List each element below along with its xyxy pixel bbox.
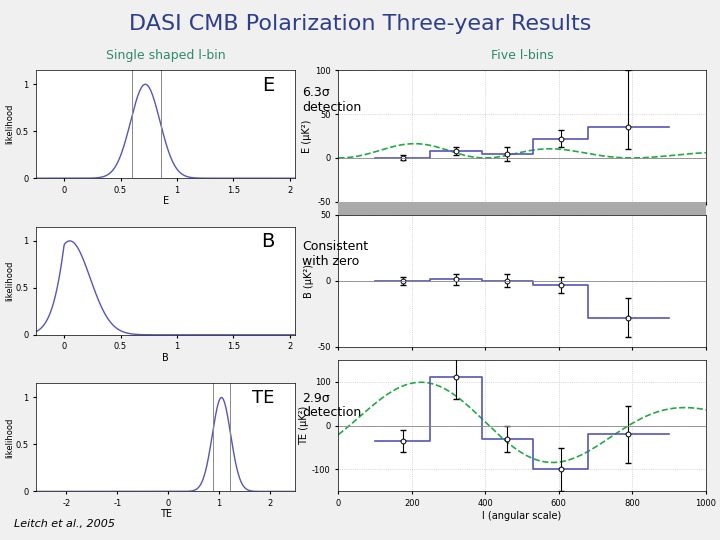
Text: DASI CMB Polarization Three-year Results: DASI CMB Polarization Three-year Results xyxy=(129,14,591,33)
Text: Leitch et al., 2005: Leitch et al., 2005 xyxy=(14,519,115,529)
X-axis label: l (angular scale): l (angular scale) xyxy=(482,511,562,521)
Text: Single shaped l-bin: Single shaped l-bin xyxy=(106,49,225,62)
X-axis label: B: B xyxy=(162,353,169,363)
Text: Five l-bins: Five l-bins xyxy=(491,49,553,62)
Text: TE: TE xyxy=(252,389,274,407)
Y-axis label: likelihood: likelihood xyxy=(5,261,14,301)
Y-axis label: likelihood: likelihood xyxy=(5,104,14,144)
X-axis label: TE: TE xyxy=(160,509,171,519)
Text: 6.3σ
detection: 6.3σ detection xyxy=(302,86,361,114)
Y-axis label: TE (μK²): TE (μK²) xyxy=(300,406,309,445)
Y-axis label: likelihood: likelihood xyxy=(5,417,14,457)
Text: Consistent
with zero: Consistent with zero xyxy=(302,240,369,268)
Text: E: E xyxy=(262,76,274,94)
X-axis label: E: E xyxy=(163,196,168,206)
Y-axis label: B (μK²): B (μK²) xyxy=(305,264,315,298)
Text: B: B xyxy=(261,232,274,251)
Y-axis label: E (μK²): E (μK²) xyxy=(302,119,312,153)
Text: 2.9σ
detection: 2.9σ detection xyxy=(302,392,361,420)
